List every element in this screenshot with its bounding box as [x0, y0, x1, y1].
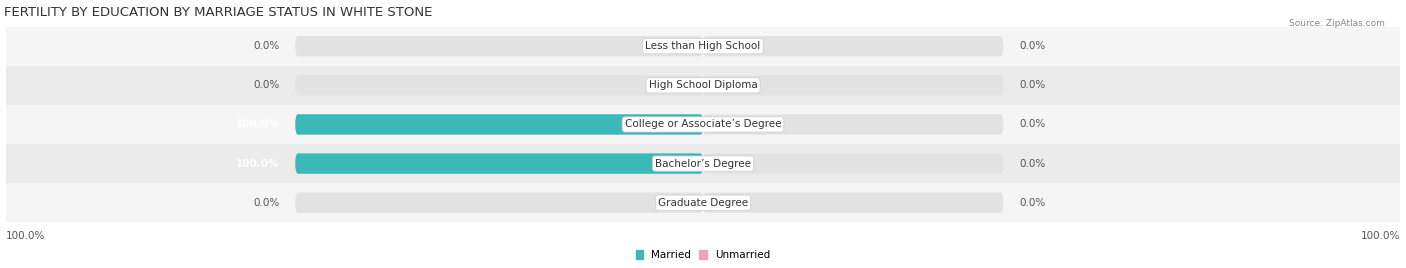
Text: 100.0%: 100.0% — [236, 120, 280, 129]
Text: 0.0%: 0.0% — [1019, 120, 1046, 129]
FancyBboxPatch shape — [295, 114, 703, 135]
Bar — [6, 144, 1400, 183]
Text: 0.0%: 0.0% — [1019, 41, 1046, 51]
FancyBboxPatch shape — [295, 114, 703, 135]
FancyBboxPatch shape — [295, 75, 703, 95]
Text: Less than High School: Less than High School — [645, 41, 761, 51]
FancyBboxPatch shape — [703, 153, 1004, 174]
Text: 100.0%: 100.0% — [6, 231, 45, 241]
Text: College or Associate’s Degree: College or Associate’s Degree — [624, 120, 782, 129]
FancyBboxPatch shape — [295, 153, 703, 174]
Text: 100.0%: 100.0% — [236, 159, 280, 169]
Text: 0.0%: 0.0% — [253, 198, 280, 208]
Legend: Married, Unmarried: Married, Unmarried — [636, 250, 770, 260]
Text: High School Diploma: High School Diploma — [648, 80, 758, 90]
FancyBboxPatch shape — [295, 36, 703, 56]
Bar — [6, 27, 1400, 66]
Text: Graduate Degree: Graduate Degree — [658, 198, 748, 208]
Bar — [6, 105, 1400, 144]
FancyBboxPatch shape — [295, 153, 703, 174]
Text: Bachelor’s Degree: Bachelor’s Degree — [655, 159, 751, 169]
Text: FERTILITY BY EDUCATION BY MARRIAGE STATUS IN WHITE STONE: FERTILITY BY EDUCATION BY MARRIAGE STATU… — [4, 6, 433, 18]
FancyBboxPatch shape — [703, 36, 1004, 56]
Text: 0.0%: 0.0% — [253, 80, 280, 90]
Text: 0.0%: 0.0% — [1019, 198, 1046, 208]
Bar — [6, 183, 1400, 222]
FancyBboxPatch shape — [703, 192, 1004, 213]
Text: Source: ZipAtlas.com: Source: ZipAtlas.com — [1289, 19, 1385, 28]
Text: 0.0%: 0.0% — [1019, 159, 1046, 169]
Text: 100.0%: 100.0% — [1361, 231, 1400, 241]
Bar — [6, 66, 1400, 105]
Text: 0.0%: 0.0% — [253, 41, 280, 51]
FancyBboxPatch shape — [703, 114, 1004, 135]
Text: 0.0%: 0.0% — [1019, 80, 1046, 90]
FancyBboxPatch shape — [703, 75, 1004, 95]
FancyBboxPatch shape — [295, 192, 703, 213]
